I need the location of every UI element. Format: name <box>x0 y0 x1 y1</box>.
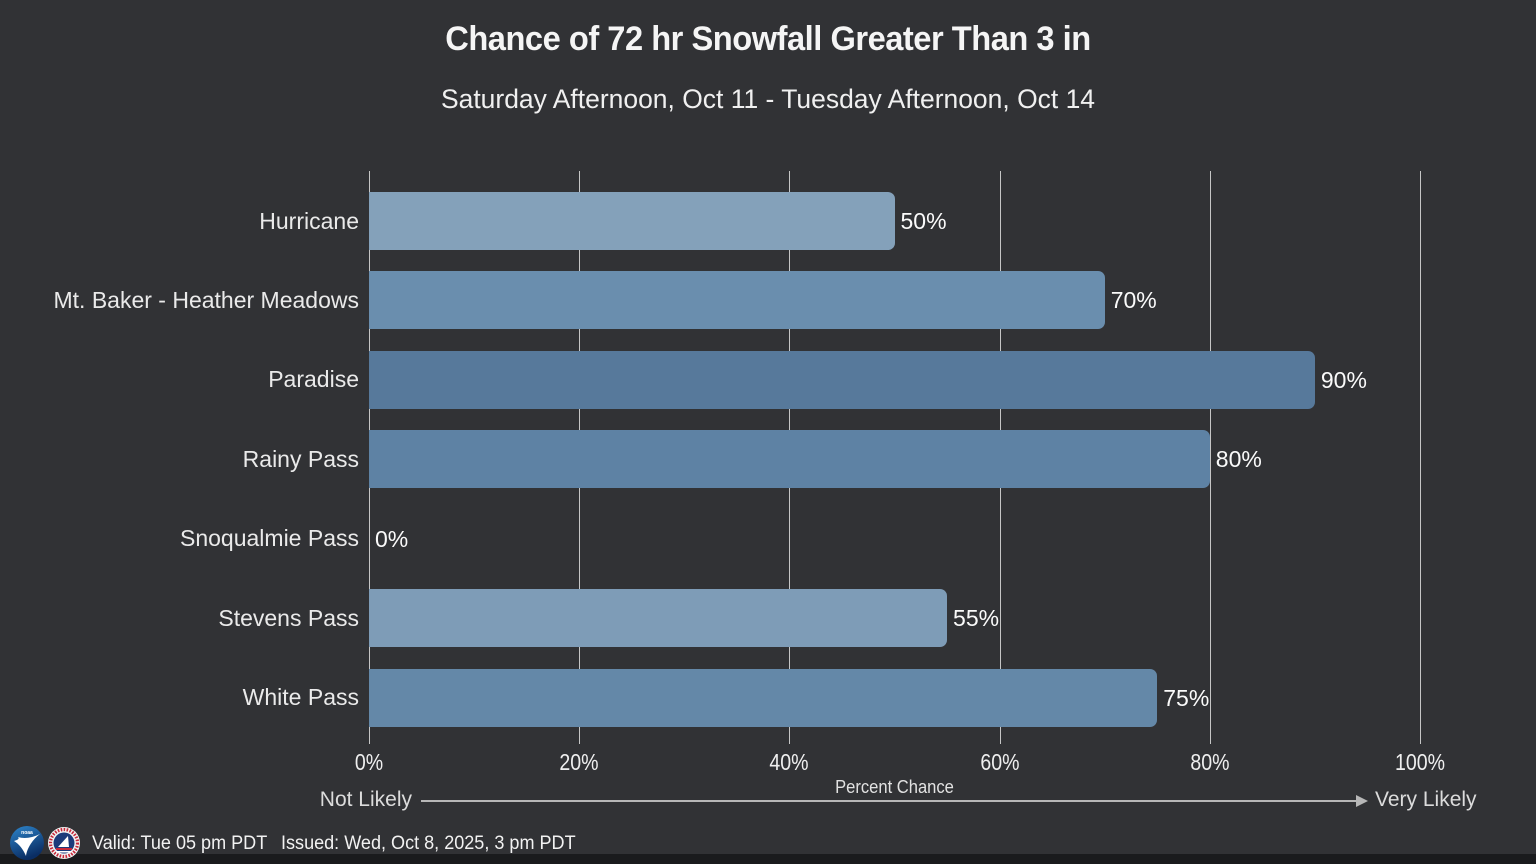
plot-area: 50% 70% 90% 80% 0% 55% 75% <box>369 171 1421 727</box>
gridline <box>1420 171 1421 727</box>
category-label: Snoqualmie Pass <box>180 525 359 552</box>
chart-title: Chance of 72 hr Snowfall Greater Than 3 … <box>445 20 1091 58</box>
x-axis-ticks: 0% 20% 40% 60% 80% 100% <box>355 727 1445 787</box>
category-label: White Pass <box>242 684 359 711</box>
tick-label: 0% <box>354 749 384 775</box>
bar-value-label: 90% <box>1320 366 1367 393</box>
bar <box>369 668 1158 727</box>
gridline <box>1209 171 1211 727</box>
bar <box>369 192 895 251</box>
bar-value-label: 0% <box>375 525 409 552</box>
tick-label: 100% <box>1394 749 1446 775</box>
bar <box>369 271 1105 330</box>
very-likely-label: Very Likely <box>1375 788 1477 811</box>
tick-label: 20% <box>559 749 599 775</box>
nws-logo-icon <box>48 827 80 859</box>
valid-time-text: Valid: Tue 05 pm PDT <box>92 833 268 854</box>
category-axis-labels: Hurricane Mt. Baker - Heather Meadows Para… <box>0 171 364 727</box>
bar-value-label: 80% <box>1215 446 1262 473</box>
bar-value-label: 50% <box>900 208 947 235</box>
chart-subtitle: Saturday Afternoon, Oct 11 - Tuesday Aft… <box>440 84 1096 114</box>
bar-value-label: 75% <box>1163 684 1210 711</box>
tick-mark <box>369 727 370 744</box>
bar-value-label: 55% <box>953 605 1000 632</box>
bar <box>369 589 948 648</box>
bar <box>369 350 1315 409</box>
tick-mark <box>1209 727 1211 744</box>
tick-label: 80% <box>1190 749 1230 775</box>
category-label: Hurricane <box>259 207 359 234</box>
category-label: Mt. Baker - Heather Meadows <box>53 286 359 313</box>
x-axis-title: Percent Chance <box>835 777 954 797</box>
tick-mark <box>579 727 581 744</box>
bottom-edge-strip <box>0 854 1536 864</box>
issued-time-text: Issued: Wed, Oct 8, 2025, 3 pm PDT <box>281 833 576 854</box>
category-label: Stevens Pass <box>218 604 359 631</box>
likelihood-arrowhead-icon <box>1356 795 1368 807</box>
category-label: Paradise <box>268 366 359 393</box>
tick-label: 60% <box>980 749 1020 775</box>
tick-label: 40% <box>769 749 809 775</box>
tick-mark <box>789 727 791 744</box>
svg-text:noaa: noaa <box>21 830 33 836</box>
not-likely-label: Not Likely <box>319 788 412 811</box>
noaa-logo-icon: noaa <box>10 826 44 860</box>
tick-mark <box>1420 727 1421 744</box>
tick-mark <box>999 727 1001 744</box>
bar-value-label: 70% <box>1110 287 1157 314</box>
category-label: Rainy Pass <box>242 445 359 472</box>
likelihood-arrow-line <box>421 800 1357 802</box>
bar <box>369 430 1210 489</box>
